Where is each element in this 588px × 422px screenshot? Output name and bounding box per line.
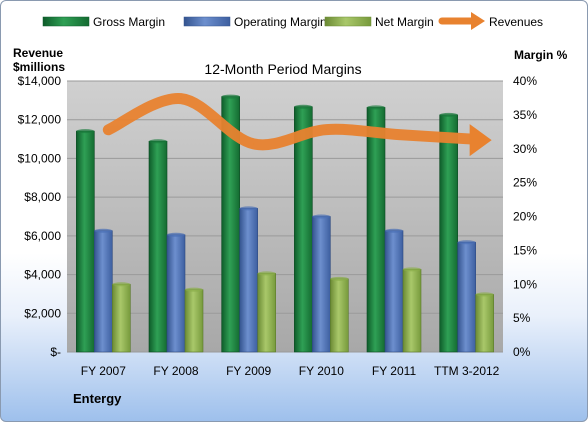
right-tick-label: 35% bbox=[513, 108, 537, 122]
bar-top-operating-margin bbox=[312, 214, 331, 219]
bar-gross-margin bbox=[294, 106, 313, 353]
bar-operating-margin bbox=[312, 216, 331, 353]
revenues-line-path bbox=[102, 93, 478, 151]
bar-top-gross-margin bbox=[439, 112, 458, 117]
bar-gross-margin bbox=[148, 140, 168, 353]
bar-top-operating-margin bbox=[167, 232, 185, 237]
legend-label-net-margin: Net Margin bbox=[375, 15, 434, 29]
right-axis-ticks: 0% 5% 10% 15% 20% 25% 30% 35% 40% bbox=[513, 74, 537, 359]
right-tick-label: 25% bbox=[513, 176, 537, 190]
revenues-point bbox=[325, 129, 327, 131]
legend-label-gross-margin: Gross Margin bbox=[93, 15, 165, 29]
bar-top-gross-margin bbox=[294, 104, 313, 109]
legend-swatch-net-margin bbox=[324, 16, 372, 27]
legend-swatch-revenues-arrowhead bbox=[471, 12, 485, 30]
revenues-point bbox=[253, 143, 255, 145]
left-tick-label: $4,000 bbox=[24, 268, 61, 282]
bar-top-net-margin bbox=[475, 292, 494, 297]
right-tick-label: 5% bbox=[513, 311, 531, 325]
bar-top-gross-margin bbox=[149, 139, 167, 144]
bar-top-net-margin bbox=[257, 271, 276, 276]
category-labels: FY 2007 FY 2008 FY 2009 FY 2010 FY 2011 TTM 3… bbox=[81, 364, 500, 378]
company-label: Entergy bbox=[73, 391, 122, 406]
legend-label-operating-margin: Operating Margin bbox=[234, 15, 327, 29]
right-tick-label: 40% bbox=[513, 74, 537, 88]
bar-gross-margin bbox=[366, 107, 386, 353]
bar-net-margin bbox=[184, 289, 204, 353]
left-tick-label: $12,000 bbox=[18, 113, 62, 127]
revenues-point bbox=[107, 129, 109, 131]
bar-net-margin bbox=[112, 283, 131, 353]
bar-net-margin bbox=[330, 278, 349, 353]
left-axis-ticks: $- $2,000 $4,000 $6,000 $8,000 $10,000 $12,000… bbox=[18, 74, 62, 359]
bar-gross-margin bbox=[439, 114, 458, 353]
revenues-point bbox=[471, 138, 473, 140]
bars bbox=[76, 94, 494, 353]
category-label: FY 2008 bbox=[153, 364, 198, 378]
bar-operating-margin bbox=[384, 230, 404, 353]
left-tick-label: $10,000 bbox=[18, 151, 62, 165]
legend-swatch-gross-margin bbox=[42, 16, 90, 27]
bar-net-margin bbox=[475, 294, 494, 353]
plot-area bbox=[67, 81, 503, 352]
right-tick-label: 15% bbox=[513, 243, 537, 257]
bar-gross-margin bbox=[76, 130, 95, 353]
bar-operating-margin bbox=[457, 241, 476, 353]
bar-top-net-margin bbox=[330, 276, 349, 281]
left-tick-label: $- bbox=[50, 345, 61, 359]
bar-operating-margin bbox=[166, 234, 186, 353]
category-label: FY 2010 bbox=[299, 364, 344, 378]
right-tick-label: 30% bbox=[513, 142, 537, 156]
category-label: FY 2011 bbox=[372, 364, 417, 378]
gridlines bbox=[67, 80, 503, 353]
revenues-line bbox=[102, 93, 492, 157]
bar-top-gross-margin bbox=[367, 105, 385, 110]
category-label: FY 2007 bbox=[81, 364, 126, 378]
bar-top-operating-margin bbox=[457, 240, 476, 245]
bar-top-gross-margin bbox=[76, 129, 95, 134]
bar-operating-margin bbox=[94, 230, 113, 353]
left-tick-label: $8,000 bbox=[24, 190, 61, 204]
right-tick-label: 20% bbox=[513, 210, 537, 224]
legend-label-revenues: Revenues bbox=[489, 15, 543, 29]
bar-top-net-margin bbox=[112, 282, 131, 287]
right-axis-title: Margin % bbox=[514, 48, 568, 62]
right-tick-label: 10% bbox=[513, 277, 537, 291]
bar-operating-margin bbox=[239, 208, 258, 353]
left-tick-label: $2,000 bbox=[24, 306, 61, 320]
bar-top-operating-margin bbox=[385, 228, 403, 233]
bar-net-margin bbox=[402, 269, 422, 353]
category-label: TTM 3-2012 bbox=[434, 364, 500, 378]
legend: Gross Margin Operating Margin Net Margin… bbox=[42, 12, 543, 30]
chart-title: 12-Month Period Margins bbox=[204, 61, 361, 77]
legend-swatch-operating-margin bbox=[183, 16, 231, 27]
revenues-point bbox=[398, 134, 400, 136]
bar-top-operating-margin bbox=[239, 206, 258, 211]
bar-top-operating-margin bbox=[94, 228, 113, 233]
left-axis-title-line2: $millions bbox=[13, 60, 65, 74]
bar-top-net-margin bbox=[185, 287, 203, 292]
category-label: FY 2009 bbox=[226, 364, 271, 378]
bar-top-gross-margin bbox=[221, 94, 240, 99]
left-axis-title-line1: Revenue bbox=[13, 46, 63, 60]
revenues-arrowhead bbox=[469, 124, 492, 157]
right-tick-label: 0% bbox=[513, 345, 531, 359]
revenues-point bbox=[180, 98, 182, 100]
bar-top-net-margin bbox=[403, 267, 421, 272]
left-tick-label: $14,000 bbox=[18, 74, 62, 88]
left-tick-label: $6,000 bbox=[24, 229, 61, 243]
bar-net-margin bbox=[257, 273, 276, 353]
